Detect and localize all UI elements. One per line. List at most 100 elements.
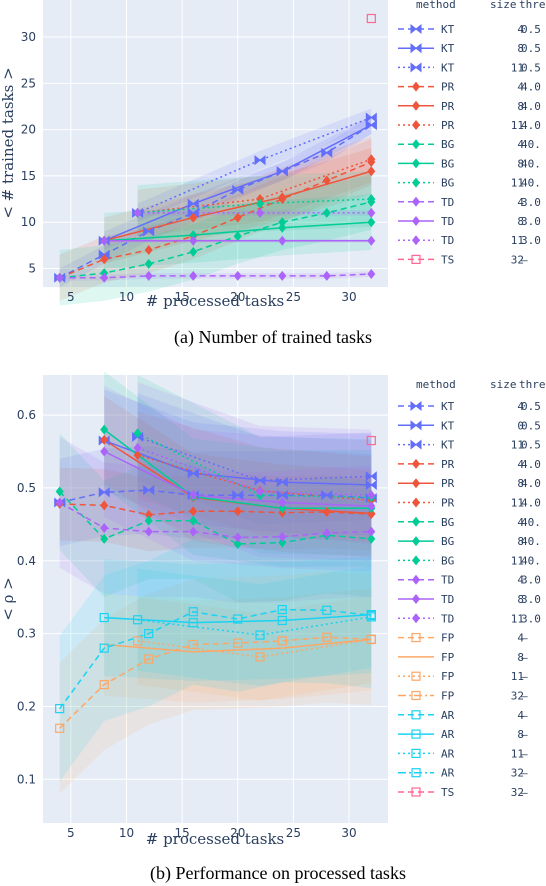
- chart-b-x-axis-label: # processed tasks: [146, 830, 285, 848]
- chart-b-point-12: [277, 636, 287, 646]
- chart-b-point-16: [99, 643, 109, 653]
- chart-b-legend-thresh: 3.0: [521, 574, 541, 587]
- chart-b-legend-size: 4: [517, 400, 524, 413]
- chart-a-y-tick-label: 20: [21, 123, 36, 137]
- chart-b-legend-thresh: –: [521, 786, 528, 799]
- chart-a-series-line-0: [59, 124, 372, 279]
- chart-b-legend-method: KT: [441, 439, 455, 452]
- chart-b-point-5: [133, 450, 142, 461]
- chart-a-legend-size: 11: [511, 177, 524, 190]
- chart-b-legend-method: BG: [441, 554, 454, 567]
- chart-a-band-3: [59, 138, 372, 301]
- chart-a-y-tick-label: 5: [28, 261, 36, 275]
- chart-b-point-18: [255, 630, 265, 640]
- chart-b-legend-swatch-marker: [411, 729, 421, 739]
- chart-b-legend-method: PR: [441, 477, 455, 490]
- chart-b-caption: (b) Performance on processed tasks: [150, 863, 406, 884]
- chart-b-point-2: [365, 471, 377, 482]
- chart-a-point-8: [367, 194, 376, 205]
- chart-b-legend-size: 8: [517, 535, 524, 548]
- chart-b-legend-thresh: 40.: [521, 554, 541, 567]
- chart-a-band-1: [104, 115, 372, 250]
- chart-a-series-line-8: [137, 198, 372, 214]
- chart-a-band-6: [59, 174, 372, 306]
- chart-b-point-9: [144, 526, 153, 537]
- chart-b-legend-method: BG: [441, 535, 454, 548]
- chart-b-legend-size: 8: [517, 477, 524, 490]
- chart-b-legend-swatch-marker: [412, 574, 420, 585]
- chart-a-point-10: [189, 235, 198, 246]
- chart-a-legend-swatch-marker: [411, 254, 421, 264]
- chart-a-y-axis-label: < # trained tasks >: [0, 67, 17, 218]
- chart-b-series-line-8: [137, 432, 372, 499]
- chart-b-point-9: [233, 532, 242, 543]
- chart-a-legend-swatch-marker: [412, 81, 420, 92]
- chart-b-legend-header: thresh: [519, 378, 546, 391]
- chart-a-legend-swatch-marker: [410, 62, 422, 73]
- chart-b-legend-size: 4: [517, 458, 524, 471]
- chart-b-legend-method: FP: [441, 651, 455, 664]
- chart-b-legend-swatch-marker: [412, 478, 420, 489]
- chart-b-band-12: [59, 571, 372, 794]
- chart-b-legend-method: PR: [441, 458, 455, 471]
- chart-b-legend-method: PR: [441, 497, 455, 510]
- chart-a-point-0: [321, 147, 333, 158]
- chart-a-y-tick-label: 30: [21, 30, 36, 44]
- chart-a-legend-size: 11: [511, 234, 524, 247]
- chart-b-legend-swatch-marker: [411, 671, 421, 681]
- chart-a-legend-swatch-marker: [412, 158, 420, 169]
- chart-b-legend-method: AR: [441, 728, 455, 741]
- chart-a-legend-method: TD: [441, 196, 454, 209]
- chart-a-legend-size: 8: [517, 215, 524, 228]
- chart-b-band-6: [59, 433, 372, 603]
- chart-b-markers: [54, 424, 377, 733]
- chart-a-x-tick-label: 20: [230, 290, 245, 304]
- chart-a-legend: methodsizethreshKT40.5KT80.5KT110.5PR44.…: [398, 0, 546, 266]
- chart-b-legend-swatch-marker: [412, 516, 420, 527]
- chart-a-x-tick-label: 15: [174, 290, 189, 304]
- chart-a-point-10: [278, 235, 287, 246]
- chart-b-point-11: [367, 490, 376, 501]
- chart-b-point-16: [322, 605, 332, 615]
- chart-a-point-4: [367, 166, 376, 177]
- chart-b-legend-method: AR: [441, 709, 455, 722]
- chart-a-point-8: [256, 198, 265, 209]
- chart-a-legend-size: 11: [511, 119, 524, 132]
- chart-a-series-line-1: [103, 124, 372, 242]
- chart-b-point-17: [99, 612, 109, 623]
- chart-a-legend-method: KT: [441, 23, 455, 36]
- chart-b-series-line-17: [104, 613, 372, 624]
- chart-b-legend-thresh: 40.: [521, 535, 541, 548]
- chart-b-legend-thresh: –: [521, 670, 528, 683]
- chart-b-point-2: [254, 475, 266, 486]
- chart-a-markers: [54, 13, 377, 283]
- chart-b-band-10: [104, 385, 372, 572]
- chart-a-series-line-9: [59, 273, 372, 279]
- chart-b-legend-method: AR: [441, 747, 455, 760]
- chart-a-trained-tasks: 5 10 15 20 25 30 5 10 15 20 25 30 # processed tasks…: [0, 0, 546, 348]
- chart-b-point-14: [132, 636, 143, 646]
- chart-b-point-16: [55, 704, 65, 714]
- chart-b-legend-thresh: 0.5: [521, 400, 541, 413]
- chart-a-series-line-5: [137, 158, 372, 214]
- chart-b-legend-size: 4: [517, 574, 524, 587]
- chart-a-y-tick-label: 15: [21, 169, 36, 183]
- chart-a-y-tick-label: 25: [21, 76, 36, 90]
- chart-a-legend-swatch-marker: [412, 177, 420, 188]
- chart-a-legend-thresh: 0.5: [521, 23, 541, 36]
- chart-a-legend-swatch-marker: [412, 100, 420, 111]
- chart-b-point-16: [144, 629, 154, 639]
- chart-a-point-9: [189, 270, 198, 281]
- chart-b-point-9: [322, 528, 331, 539]
- chart-b-point-3: [144, 509, 153, 520]
- chart-a-gridlines: [43, 0, 388, 287]
- chart-a-point-1: [187, 198, 199, 209]
- chart-a-point-2: [254, 155, 266, 166]
- chart-a-legend-thresh: 0.5: [521, 42, 541, 55]
- chart-b-legend-swatch-marker: [412, 497, 420, 508]
- chart-b-y-tick-label: 0.2: [17, 699, 36, 713]
- chart-b-band-9: [59, 436, 372, 604]
- chart-b-legend-thresh: 0.5: [521, 419, 541, 432]
- chart-a-point-3: [322, 175, 331, 186]
